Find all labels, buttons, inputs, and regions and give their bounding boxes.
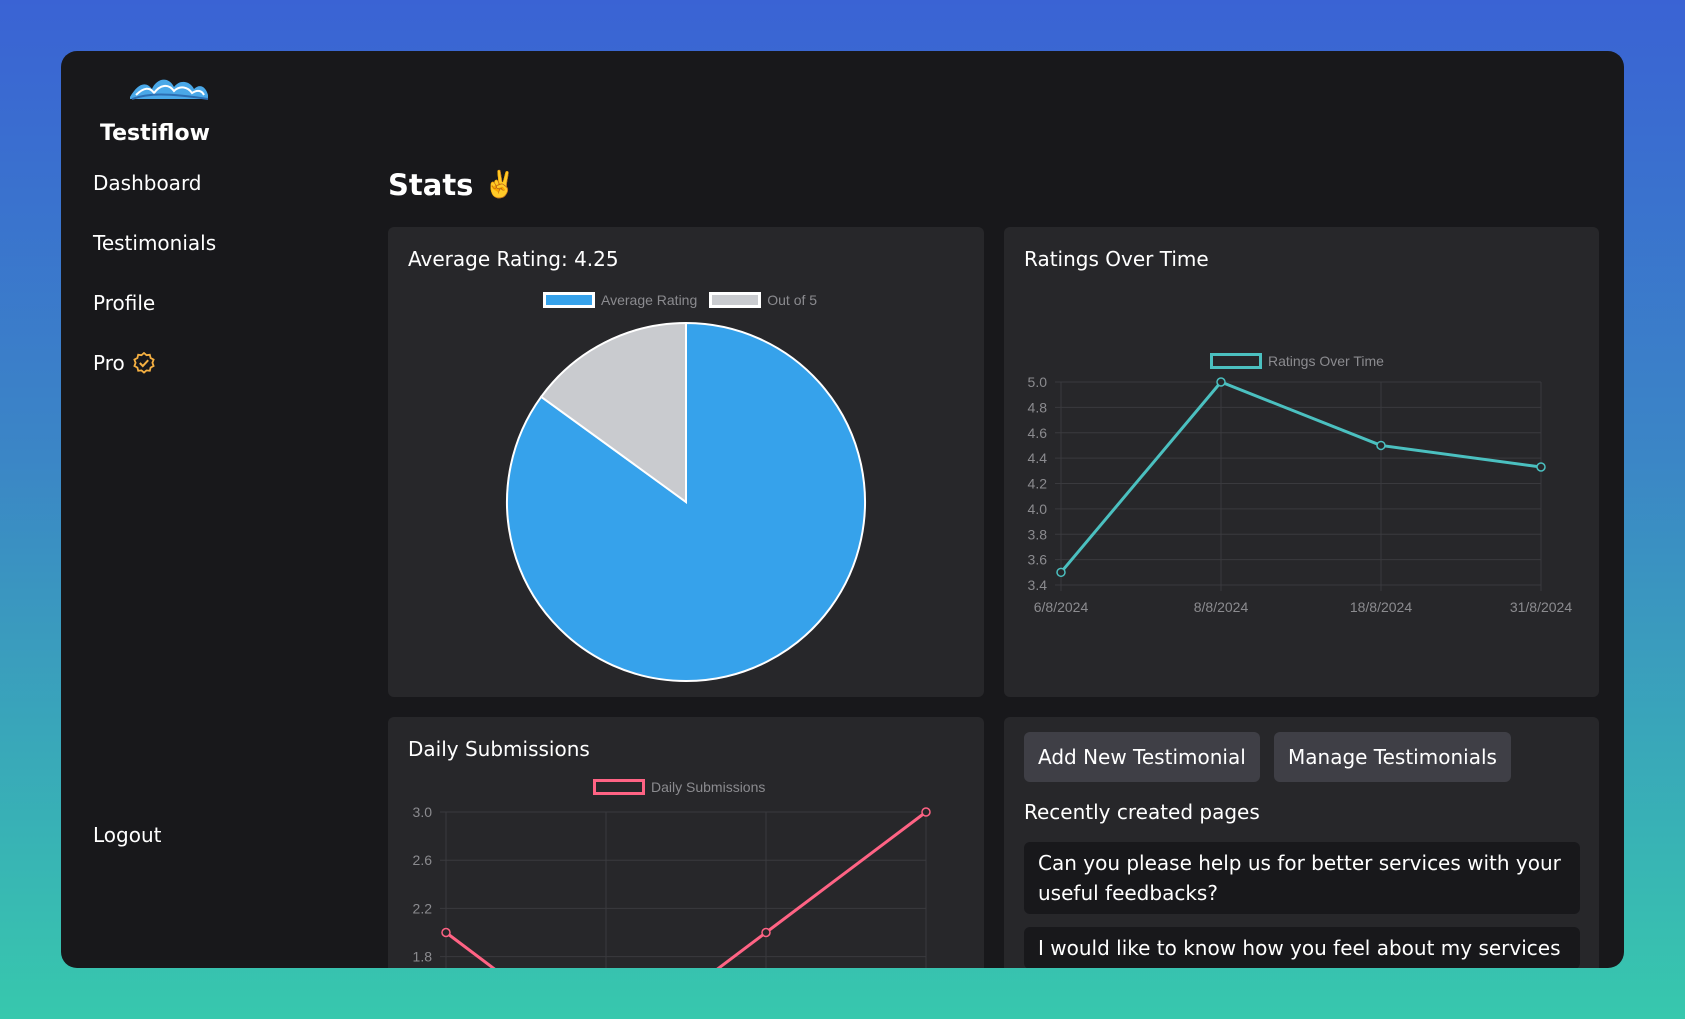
y-tick-label: 3.0: [413, 804, 433, 820]
recent-pages-title: Recently created pages: [1024, 800, 1260, 824]
y-tick-label: 3.8: [1028, 526, 1048, 542]
ratings-over-time-card: Ratings Over Time Ratings Over Time 5.0 4…: [1004, 227, 1599, 697]
list-item[interactable]: Can you please help us for better servic…: [1024, 842, 1580, 914]
legend-item-ratings-over-time[interactable]: Ratings Over Time: [1210, 353, 1384, 369]
legend-swatch: [593, 779, 645, 795]
app-window: Testiflow Dashboard Testimonials Profile…: [61, 51, 1624, 968]
x-tick-label: 6/8/2024: [1034, 599, 1089, 615]
pie-slice-1[interactable]: [539, 321, 687, 504]
legend-swatch: [1210, 353, 1262, 369]
list-item[interactable]: I would like to know how you feel about …: [1024, 927, 1580, 968]
y-tick-label: 4.0: [1028, 501, 1048, 517]
y-tick-label: 5.0: [1028, 374, 1048, 390]
card-title: Daily Submissions: [408, 737, 590, 761]
y-tick-label: 2.2: [413, 900, 433, 916]
card-title: Average Rating: 4.25: [408, 247, 619, 271]
legend-label: Average Rating: [601, 292, 698, 308]
legend-label: Out of 5: [767, 292, 818, 308]
logout-label: Logout: [93, 823, 162, 847]
legend-item-average-rating[interactable]: Average Rating: [543, 292, 697, 308]
ratings-line-chart: 5.0 4.8 4.6 4.4 4.2 4.0 3.8 3.6 3.4 6/8/2024 8/8/2…: [1028, 374, 1573, 615]
app-name: Testiflow: [100, 121, 210, 146]
victory-hand-icon: ✌️: [483, 170, 516, 200]
y-tick-label: 2.6: [413, 852, 433, 868]
y-tick-label: 3.6: [1028, 552, 1048, 568]
legend-item-out-of-5[interactable]: Out of 5: [709, 292, 817, 308]
data-point[interactable]: [761, 927, 771, 938]
data-point[interactable]: [1216, 377, 1226, 387]
y-tick-label: 4.4: [1028, 450, 1048, 466]
data-point[interactable]: [441, 927, 451, 938]
data-point[interactable]: [1536, 462, 1546, 472]
daily-line-chart: 3.0 2.6 2.2 1.8: [413, 804, 931, 968]
logo[interactable]: Testiflow: [100, 73, 230, 146]
x-tick-label: 18/8/2024: [1350, 599, 1412, 615]
average-rating-card: Average Rating: 4.25 Average Rating Out …: [388, 227, 984, 697]
y-tick-label: 3.4: [1028, 577, 1048, 593]
sidebar-item-label: Dashboard: [93, 171, 202, 195]
legend-label: Ratings Over Time: [1268, 353, 1384, 369]
y-tick-label: 1.8: [413, 949, 433, 965]
pie-slice-0[interactable]: [506, 321, 866, 682]
sidebar: Testiflow Dashboard Testimonials Profile…: [61, 51, 361, 968]
wave-logo-icon: [130, 79, 209, 100]
page-title: Stats ✌️: [388, 168, 516, 202]
actions-card: Add New Testimonial Manage Testimonials …: [1004, 717, 1599, 968]
pie-chart: [506, 321, 866, 682]
x-tick-label: 8/8/2024: [1194, 599, 1249, 615]
series-line: [445, 810, 927, 968]
legend-label: Daily Submissions: [651, 779, 766, 795]
data-point[interactable]: [1056, 567, 1066, 578]
y-tick-label: 4.2: [1028, 476, 1048, 492]
sidebar-item-pro[interactable]: Pro: [93, 351, 155, 375]
series-line: [1059, 380, 1542, 574]
pie-legend: Average Rating Out of 5: [543, 292, 823, 308]
y-tick-label: 4.8: [1028, 399, 1048, 415]
x-tick-label: 31/8/2024: [1510, 599, 1572, 615]
y-tick-label: 4.6: [1028, 425, 1048, 441]
line-legend: Daily Submissions: [593, 779, 771, 795]
sidebar-item-label: Pro: [93, 351, 125, 375]
card-title: Ratings Over Time: [1024, 247, 1209, 271]
sidebar-item-label: Profile: [93, 291, 156, 315]
verified-badge-icon: [133, 352, 155, 374]
manage-testimonials-button[interactable]: Manage Testimonials: [1274, 732, 1511, 782]
add-testimonial-button[interactable]: Add New Testimonial: [1024, 732, 1260, 782]
legend-swatch: [709, 292, 762, 308]
logout-button[interactable]: Logout: [93, 823, 161, 847]
page-title-text: Stats: [388, 168, 474, 202]
data-point[interactable]: [921, 807, 931, 817]
line-legend: Ratings Over Time: [1210, 353, 1390, 369]
daily-submissions-card: Daily Submissions Daily Submissions 3.0 2…: [388, 717, 984, 968]
sidebar-item-label: Testimonials: [93, 231, 217, 255]
sidebar-item-profile[interactable]: Profile: [93, 291, 155, 315]
legend-item-daily-submissions[interactable]: Daily Submissions: [593, 779, 765, 795]
sidebar-item-dashboard[interactable]: Dashboard: [93, 171, 202, 195]
legend-swatch: [543, 292, 595, 308]
sidebar-item-testimonials[interactable]: Testimonials: [93, 231, 216, 255]
data-point[interactable]: [1376, 440, 1386, 451]
